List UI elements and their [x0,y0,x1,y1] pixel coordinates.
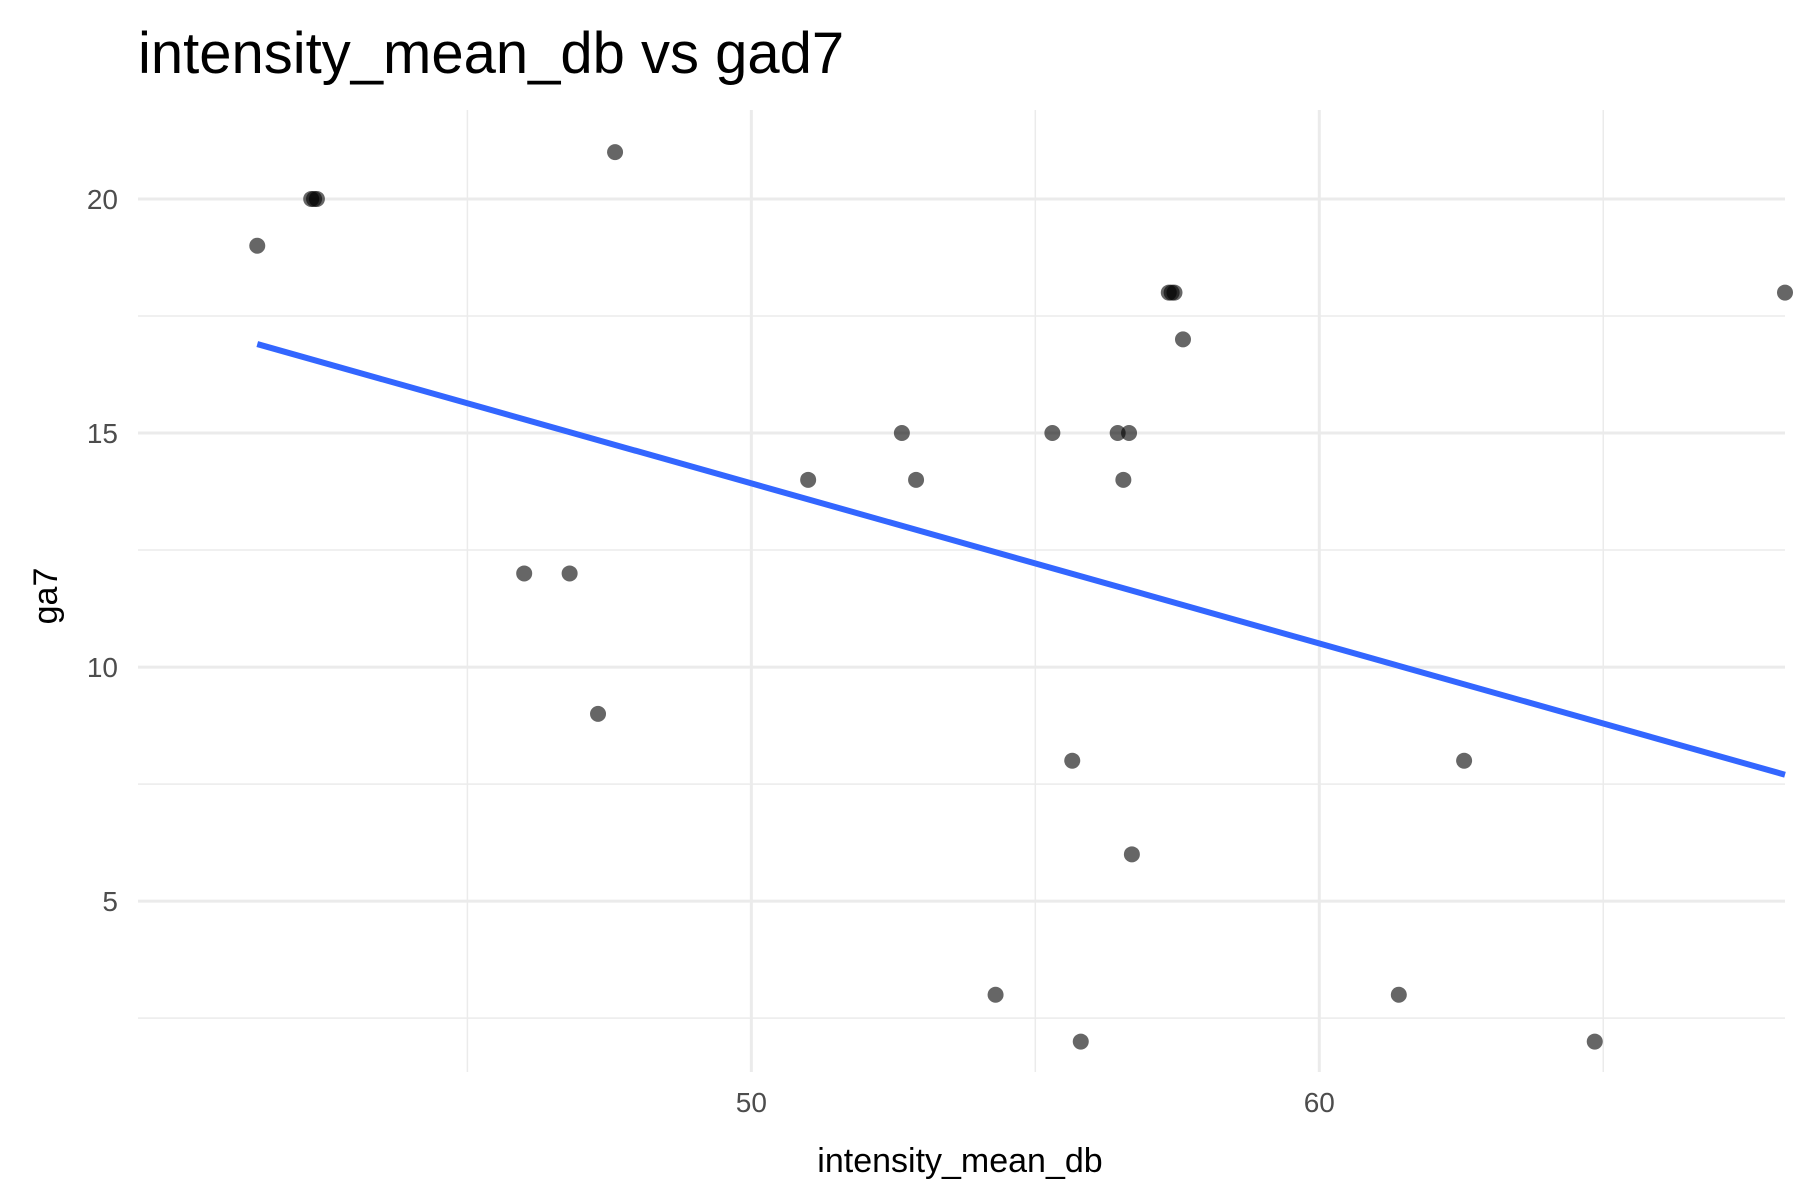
data-points [249,144,1793,1050]
data-point [1064,752,1081,769]
y-axis-label: ga7 [27,568,65,625]
data-point [516,565,533,582]
data-point [607,144,624,161]
trend-line [256,341,1786,778]
x-tick-label: 60 [1304,1087,1335,1118]
data-point [561,565,578,582]
x-axis-label: intensity_mean_db [817,1142,1102,1180]
data-point [908,471,925,488]
data-point [1115,471,1132,488]
grid-major [138,110,1785,1072]
data-point [1123,846,1140,863]
y-tick-label: 20 [87,184,118,215]
x-tick-label: 50 [736,1087,767,1118]
data-point [800,471,817,488]
grid-minor [138,110,1785,1072]
data-point [1072,1033,1089,1050]
y-tick-label: 15 [87,418,118,449]
data-point [1390,986,1407,1003]
data-point [893,425,910,442]
data-point [249,237,266,254]
data-point [1174,331,1191,348]
data-point [987,986,1004,1003]
data-point [1456,752,1473,769]
data-point [1044,425,1061,442]
x-tick-labels: 50 60 [736,1087,1335,1118]
data-point [1109,425,1126,442]
chart-title: intensity_mean_db vs gad7 [138,21,844,86]
data-point [1166,284,1183,301]
data-point [590,705,607,722]
data-point [1121,425,1138,442]
y-tick-labels: 5 10 15 20 [87,184,118,917]
y-tick-label: 5 [102,886,118,917]
y-tick-label: 10 [87,652,118,683]
data-point [1586,1033,1603,1050]
data-point [1777,284,1793,301]
data-point [308,190,325,207]
